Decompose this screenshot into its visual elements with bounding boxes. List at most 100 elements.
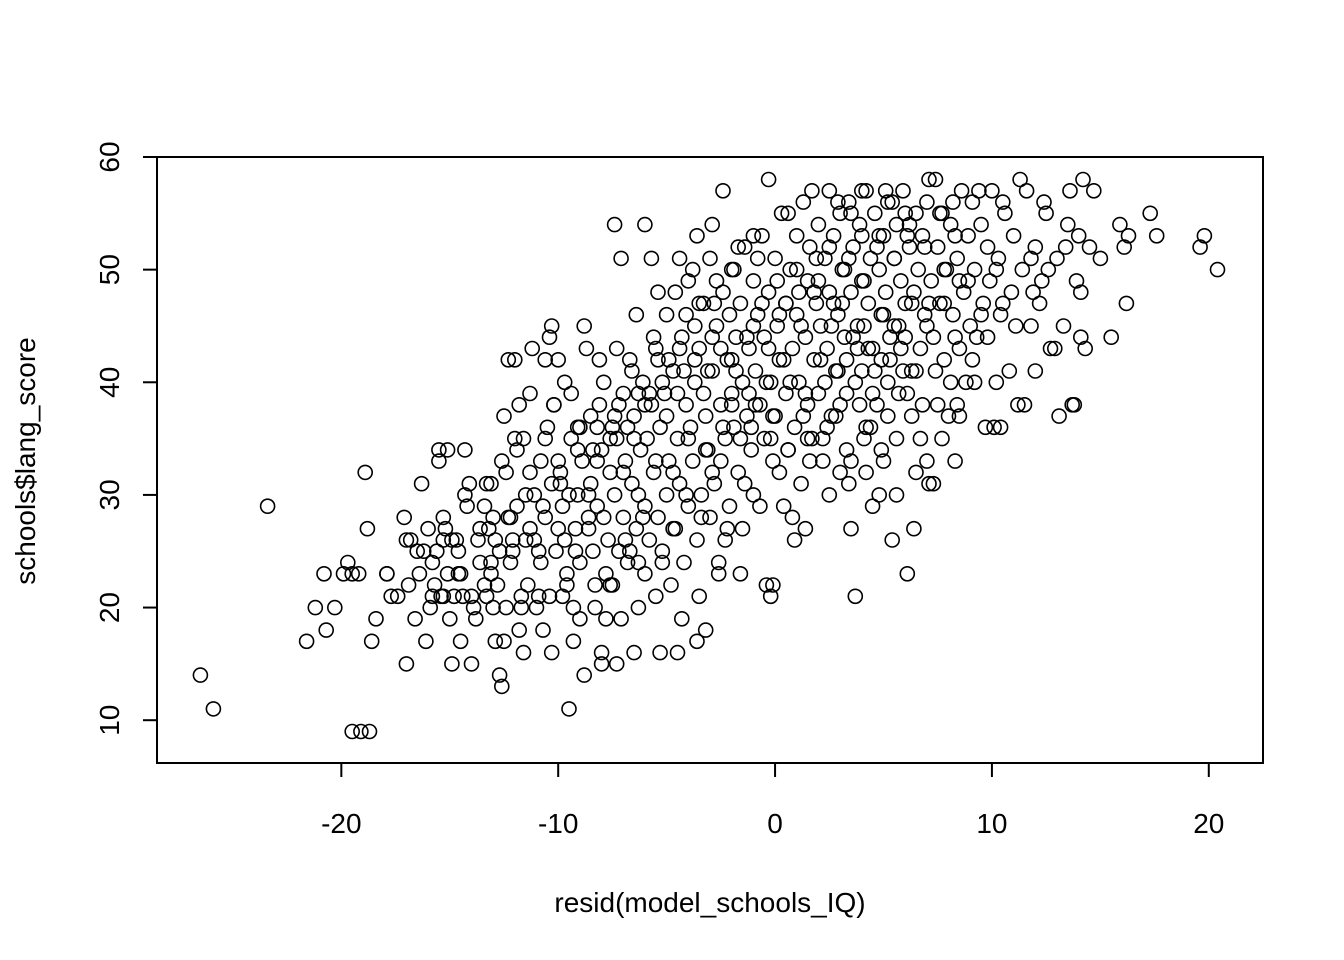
data-point (773, 205, 790, 222)
data-point (849, 318, 866, 334)
data-point (470, 532, 486, 548)
data-point (994, 295, 1011, 312)
data-point (921, 171, 937, 188)
data-point (840, 194, 857, 210)
data-point (639, 430, 655, 447)
data-point (845, 329, 861, 346)
data-point (916, 306, 933, 323)
data-point (478, 475, 495, 492)
data-point (634, 509, 651, 526)
data-point (435, 509, 452, 526)
data-point (823, 408, 840, 424)
data-point (665, 464, 681, 481)
data-point (619, 554, 636, 571)
data-point (712, 396, 729, 413)
data-point (892, 273, 909, 289)
data-point (1142, 205, 1158, 222)
data-point (567, 520, 584, 537)
data-point (886, 318, 903, 334)
data-point (732, 430, 749, 447)
data-point (912, 430, 929, 447)
data-point (1003, 284, 1020, 301)
data-point (801, 453, 818, 469)
data-point (921, 295, 937, 312)
data-point (350, 565, 367, 582)
x-tick-label: 10 (976, 808, 1007, 839)
data-point (814, 430, 831, 447)
data-point (708, 273, 725, 289)
data-point (559, 565, 575, 582)
data-point (1092, 250, 1109, 267)
data-point (565, 633, 582, 650)
x-axis-label: resid(model_schools_IQ) (554, 887, 865, 918)
data-point (621, 351, 638, 368)
data-point (413, 475, 430, 492)
data-point (723, 385, 740, 402)
data-point (613, 610, 629, 627)
data-point (739, 329, 755, 346)
data-point (778, 385, 794, 402)
x-tick-label: -20 (321, 808, 361, 839)
data-point (741, 340, 757, 357)
data-point (493, 453, 510, 469)
data-point (511, 396, 528, 413)
data-point (630, 487, 647, 503)
data-point (522, 520, 538, 537)
data-point (919, 194, 935, 210)
data-point (654, 374, 671, 391)
data-point (717, 430, 734, 447)
data-point (483, 554, 499, 571)
data-point (641, 532, 658, 548)
data-point (1025, 284, 1041, 301)
data-point (940, 408, 957, 424)
data-point (821, 183, 838, 199)
data-point (517, 487, 534, 503)
data-point (845, 239, 861, 255)
data-point (704, 363, 721, 379)
data-point (1077, 340, 1093, 357)
data-point (318, 622, 335, 638)
data-point (582, 475, 599, 492)
data-point (537, 509, 554, 526)
data-point (353, 723, 369, 740)
data-point (873, 351, 890, 368)
data-point (686, 318, 703, 334)
data-point (864, 340, 881, 357)
data-point (1049, 250, 1065, 267)
data-point (843, 453, 859, 469)
data-point (463, 588, 480, 605)
data-point (1007, 318, 1024, 334)
data-point (851, 216, 868, 233)
data-point (739, 408, 755, 424)
data-point (875, 306, 892, 323)
data-point (561, 701, 577, 717)
data-point (361, 723, 378, 740)
data-point (916, 239, 933, 255)
data-point (615, 464, 632, 481)
data-point (567, 543, 584, 560)
data-point (1116, 239, 1132, 255)
data-point (673, 610, 690, 627)
data-point (580, 487, 597, 503)
data-point (858, 419, 874, 436)
data-point (788, 306, 805, 323)
data-point (550, 453, 567, 469)
data-point (704, 216, 721, 233)
data-point (589, 453, 606, 469)
data-point (624, 363, 640, 379)
data-point (654, 543, 671, 560)
data-point (1012, 171, 1028, 188)
data-point (895, 363, 911, 379)
data-point (643, 250, 660, 267)
data-point (650, 284, 666, 301)
data-point (615, 385, 632, 402)
data-point (192, 667, 209, 683)
data-point (602, 464, 619, 481)
data-point (899, 228, 916, 244)
data-point (496, 408, 512, 424)
data-point (849, 340, 866, 357)
data-point (901, 239, 918, 255)
data-point (721, 498, 738, 515)
data-point (862, 419, 879, 436)
data-point (619, 419, 636, 436)
